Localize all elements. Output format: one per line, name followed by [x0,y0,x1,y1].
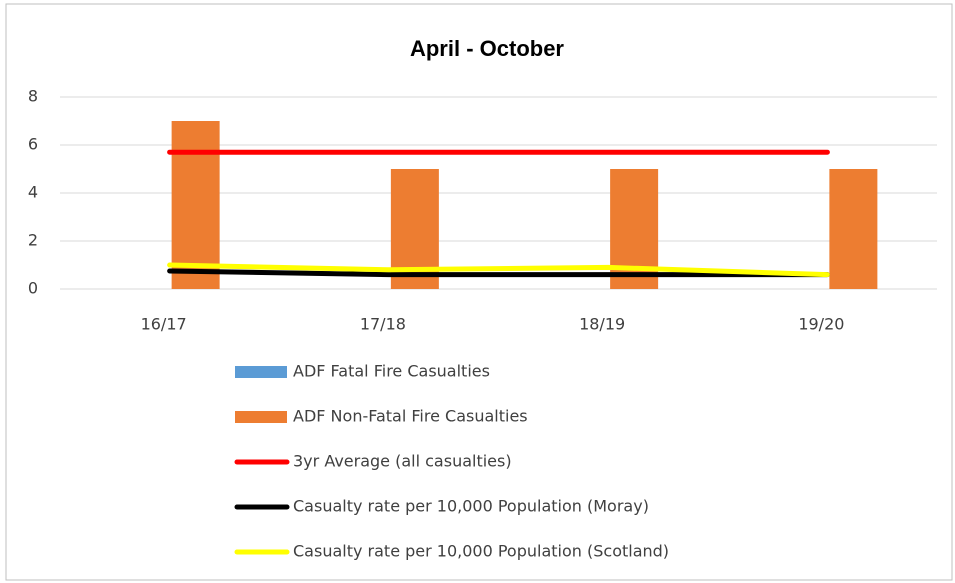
y-tick-label: 4 [28,183,38,202]
y-tick-label: 6 [28,135,38,154]
x-tick-label: 17/18 [360,315,406,334]
y-tick-label: 0 [28,279,38,298]
legend-label: Casualty rate per 10,000 Population (Sco… [293,542,669,561]
x-tick-label: 19/20 [798,315,844,334]
legend-label: ADF Fatal Fire Casualties [293,362,490,381]
chart-title: April - October [410,36,564,61]
line-series [167,262,830,278]
legend-label: ADF Non-Fatal Fire Casualties [293,407,528,426]
y-tick-label: 2 [28,231,38,250]
legend-label: 3yr Average (all casualties) [293,452,512,471]
x-tick-label: 18/19 [579,315,625,334]
line-series [167,268,830,278]
bar [171,121,220,289]
y-tick-label: 8 [28,87,38,106]
x-tick-label: 16/17 [141,315,187,334]
legend-label: Casualty rate per 10,000 Population (Mor… [293,497,649,516]
legend-swatch [235,366,287,378]
chart-frame [5,3,953,581]
legend-swatch [235,411,287,423]
bar [829,169,878,289]
